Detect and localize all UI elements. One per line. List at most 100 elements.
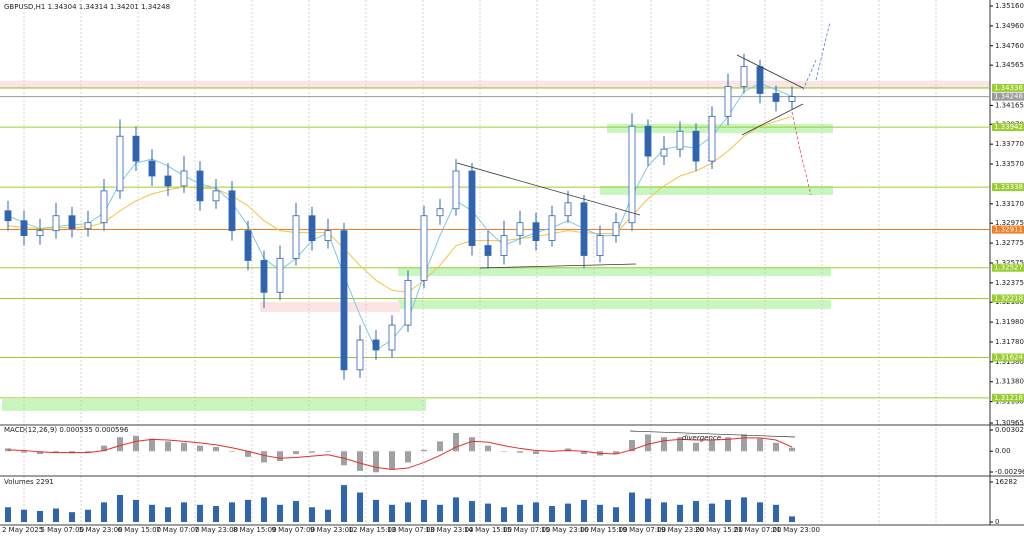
y-tick-label: 0.00 <box>995 447 1011 455</box>
macd-bar <box>325 451 331 452</box>
candle-body <box>484 245 492 256</box>
macd-bar <box>661 437 667 452</box>
macd-bar <box>229 451 235 452</box>
macd-bar <box>741 434 747 452</box>
x-tick-label: 14 May 15:00 <box>464 526 512 534</box>
macd-bar <box>277 451 283 462</box>
level-tag <box>992 225 1024 234</box>
macd-bar <box>469 437 475 452</box>
volume-bar <box>341 485 347 522</box>
volume-bar <box>5 507 11 522</box>
x-tick-label: 9 May 07:00 <box>272 526 316 534</box>
candle-body <box>180 170 188 187</box>
x-tick-label: 7 May 23:00 <box>195 526 239 534</box>
volume-bar <box>789 516 795 522</box>
y-tick-label: 1.32375 <box>995 279 1024 287</box>
volume-bar <box>245 499 251 522</box>
macd-bar <box>757 438 763 452</box>
y-tick-label: -0.002962 <box>995 468 1024 476</box>
macd-bar <box>453 433 459 452</box>
volume-bar <box>597 504 603 522</box>
y-tick-label: 1.34565 <box>995 61 1024 69</box>
volume-bar <box>213 506 219 522</box>
volume-bar <box>309 507 315 522</box>
macd-bar <box>101 445 107 452</box>
trendline <box>799 149 812 196</box>
volume-bar <box>133 499 139 522</box>
trendline <box>736 54 804 89</box>
volume-bar <box>549 506 555 522</box>
support-zone <box>398 268 831 276</box>
x-tick-label: 7 May 07:00 <box>156 526 200 534</box>
macd-title: MACD(12,26,9) 0.000535 0.000596 <box>4 426 129 434</box>
volume-bar <box>21 509 27 522</box>
level-label: 1.34336 <box>994 84 1023 92</box>
candle-body <box>308 215 316 241</box>
macd-bar <box>517 451 523 453</box>
candle-body <box>116 135 124 192</box>
volume-bar <box>37 510 43 522</box>
candle-body <box>420 215 428 281</box>
candle-body <box>452 170 460 210</box>
volume-bar <box>149 504 155 522</box>
macd-bar <box>85 451 91 453</box>
macd-bar <box>581 451 587 455</box>
trendline <box>815 21 831 81</box>
y-tick-label: 1.33570 <box>995 160 1024 168</box>
macd-bar <box>181 442 187 452</box>
candle-body <box>580 202 588 256</box>
volume-bar <box>437 504 443 522</box>
macd-signal <box>7 437 793 470</box>
level-tag <box>992 183 1024 192</box>
candle-body <box>404 279 412 326</box>
volume-bar <box>581 499 587 522</box>
macd-annotation: divergence <box>682 434 721 442</box>
candle-body <box>628 125 636 224</box>
macd-bar <box>485 445 491 452</box>
candle-body <box>196 170 204 202</box>
volume-title: Volumes 2291 <box>4 478 54 486</box>
candle-body <box>372 339 380 351</box>
candle-body <box>340 230 348 371</box>
x-tick-label: 21 May 23:00 <box>772 526 820 534</box>
volume-bar <box>389 504 395 522</box>
macd-bar <box>293 451 299 455</box>
volume-bar <box>197 504 203 522</box>
level-tag <box>992 92 1024 101</box>
level-label: 1.31218 <box>994 394 1023 402</box>
candle-body <box>132 135 140 162</box>
candle-body <box>52 215 60 232</box>
candle-body <box>644 125 652 157</box>
macd-bar <box>533 451 539 455</box>
candle-body <box>788 96 796 102</box>
moving-average-slow <box>7 115 793 293</box>
level-tag <box>992 294 1024 303</box>
candle-body <box>708 115 716 162</box>
support-zone <box>398 300 831 309</box>
candle-body <box>324 230 332 241</box>
trendline <box>456 162 641 216</box>
macd-bar <box>773 442 779 452</box>
macd-bar <box>37 451 43 455</box>
macd-bar <box>53 451 59 453</box>
level-label: 1.32218 <box>994 294 1023 302</box>
x-tick-label: 2 May 2025 <box>2 526 43 534</box>
volume-bar <box>69 512 75 522</box>
candle-body <box>532 222 540 241</box>
y-tick-label: 1.31780 <box>995 338 1024 346</box>
volume-bar <box>293 501 299 522</box>
x-tick-label: 19 May 07:00 <box>618 526 666 534</box>
macd-bar <box>629 440 635 452</box>
y-tick-label: 1.34960 <box>995 22 1024 30</box>
y-tick-label: 1.35160 <box>995 2 1024 10</box>
x-tick-label: 9 May 23:00 <box>310 526 354 534</box>
volume-bar <box>405 502 411 522</box>
volume-bar <box>645 498 651 522</box>
candle-body <box>468 170 476 246</box>
candle-body <box>612 222 620 237</box>
macd-bar <box>789 447 795 452</box>
candle-body <box>212 190 220 202</box>
volume-bar <box>517 504 523 522</box>
x-tick-label: 15 May 07:00 <box>503 526 551 534</box>
macd-bar <box>677 437 683 452</box>
